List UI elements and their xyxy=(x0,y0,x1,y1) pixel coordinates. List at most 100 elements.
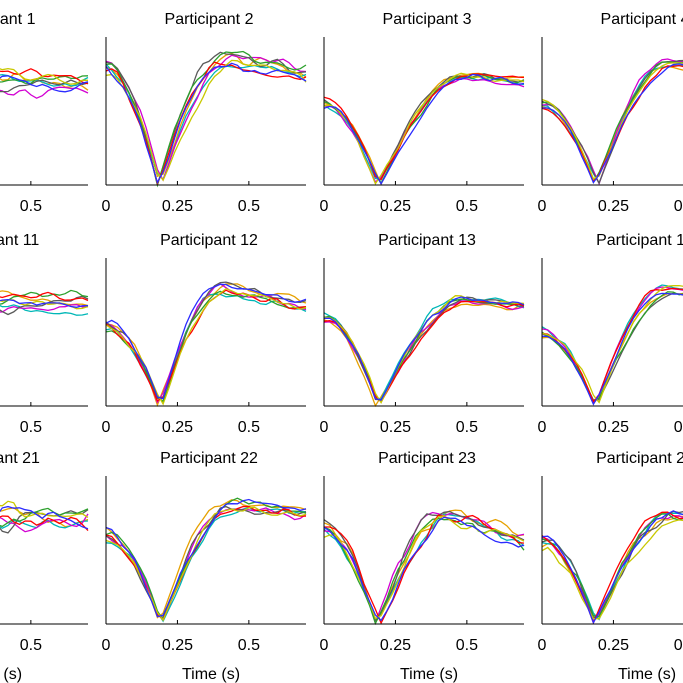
x-tick-label: 0.25 xyxy=(380,419,411,436)
x-tick-label: 0 xyxy=(320,419,329,436)
series-line xyxy=(0,505,89,530)
series-line xyxy=(0,500,89,518)
x-tick-label: 0.25 xyxy=(598,637,629,654)
x-tick-label: 0.25 xyxy=(598,198,629,215)
x-tick-label: 0.5 xyxy=(674,198,683,215)
series-line xyxy=(105,281,307,400)
x-axis-label: Time (s) xyxy=(400,666,458,683)
panel-title: Participant 2 xyxy=(165,11,254,28)
panel: Participant 24 0 0.25 0.5 Time (s) xyxy=(538,450,683,683)
series-line xyxy=(105,498,307,618)
series-line xyxy=(541,284,683,404)
series-line xyxy=(323,517,525,626)
panel-title: Participant 12 xyxy=(160,232,258,249)
x-tick-label: 0.5 xyxy=(238,419,260,436)
series-line xyxy=(323,296,525,401)
series-line xyxy=(0,515,89,532)
series-line xyxy=(105,499,307,619)
panel: Participant 2 0 0.25 0.5 xyxy=(102,11,307,215)
series-line xyxy=(0,291,89,302)
series-line xyxy=(323,300,525,402)
series-line xyxy=(0,304,89,316)
x-tick-label: 0.25 xyxy=(380,637,411,654)
series-line xyxy=(0,304,89,313)
x-tick-label: 0 xyxy=(102,637,111,654)
panel: Participant 22 0 0.25 0.5 Time (s) xyxy=(102,450,307,683)
series-line xyxy=(0,75,89,84)
series-line xyxy=(541,510,683,619)
x-tick-label: 0 xyxy=(102,419,111,436)
x-tick-label: 0.5 xyxy=(238,637,260,654)
series-line xyxy=(541,513,683,618)
panel: Participant 14 0 0.25 0.5 xyxy=(538,232,683,436)
panel: Participant 100.250.5 xyxy=(0,11,89,215)
x-tick-label: 0.5 xyxy=(238,198,260,215)
panel-title: Participant 4 xyxy=(601,11,683,28)
x-tick-label: 0.5 xyxy=(674,419,683,436)
series-line xyxy=(0,67,89,85)
panel-title: Participant 11 xyxy=(0,232,39,249)
x-tick-label: 0.5 xyxy=(456,198,478,215)
series-line xyxy=(105,497,307,622)
series-line xyxy=(323,73,525,186)
panel-title: Participant 21 xyxy=(0,450,40,467)
series-line xyxy=(105,287,307,406)
x-axis-label: Time (s) xyxy=(182,666,240,683)
x-tick-label: 0.5 xyxy=(20,198,42,215)
series-line xyxy=(0,79,89,93)
panel: Participant 3 0 0.25 0.5 xyxy=(320,11,525,215)
series-line xyxy=(105,506,307,622)
panel-title: Participant 22 xyxy=(160,450,258,467)
panel-title: Participant 24 xyxy=(596,450,683,467)
x-tick-label: 0 xyxy=(538,637,547,654)
panel: Participant 1100.250.5 xyxy=(0,232,89,436)
series-line xyxy=(0,295,89,316)
panel-title: Participant 23 xyxy=(378,450,476,467)
x-axis-label: Time (s) xyxy=(618,666,676,683)
series-line xyxy=(105,283,307,400)
series-line xyxy=(323,303,525,408)
series-line xyxy=(541,515,683,622)
x-tick-label: 0 xyxy=(320,637,329,654)
series-line xyxy=(541,64,683,184)
series-line xyxy=(541,292,683,401)
panel-title: Participant 14 xyxy=(596,232,683,249)
series-line xyxy=(541,510,683,625)
series-line xyxy=(105,50,307,188)
series-line xyxy=(0,73,89,87)
series-line xyxy=(0,519,89,529)
x-tick-label: 0.5 xyxy=(20,419,42,436)
series-line xyxy=(0,299,89,310)
x-tick-label: 0.5 xyxy=(20,637,42,654)
x-tick-label: 0.25 xyxy=(380,198,411,215)
series-line xyxy=(0,299,89,308)
series-line xyxy=(541,519,683,620)
series-line xyxy=(323,515,525,620)
series-line xyxy=(541,511,683,625)
series-line xyxy=(541,62,683,180)
series-line xyxy=(0,73,89,91)
series-line xyxy=(323,74,525,185)
panel-title: Participant 3 xyxy=(383,11,472,28)
panel: Participant 23 0 0.25 0.5 Time (s) xyxy=(320,450,525,683)
panel-title: Participant 1 xyxy=(0,11,36,28)
series-line xyxy=(0,75,89,93)
x-tick-label: 0.5 xyxy=(456,637,478,654)
x-tick-label: 0.5 xyxy=(674,637,683,654)
x-axis-label: Time (s) xyxy=(0,666,22,683)
series-line xyxy=(0,68,89,85)
series-line xyxy=(541,287,683,403)
series-line xyxy=(105,283,307,408)
x-tick-label: 0 xyxy=(538,419,547,436)
panel-title: Participant 13 xyxy=(378,232,476,249)
series-line xyxy=(323,516,525,622)
x-tick-label: 0 xyxy=(538,198,547,215)
x-tick-label: 0 xyxy=(102,198,111,215)
series-line xyxy=(105,62,307,185)
series-line xyxy=(0,86,89,99)
series-line xyxy=(541,515,683,621)
x-tick-label: 0.5 xyxy=(456,419,478,436)
series-line xyxy=(105,61,307,186)
